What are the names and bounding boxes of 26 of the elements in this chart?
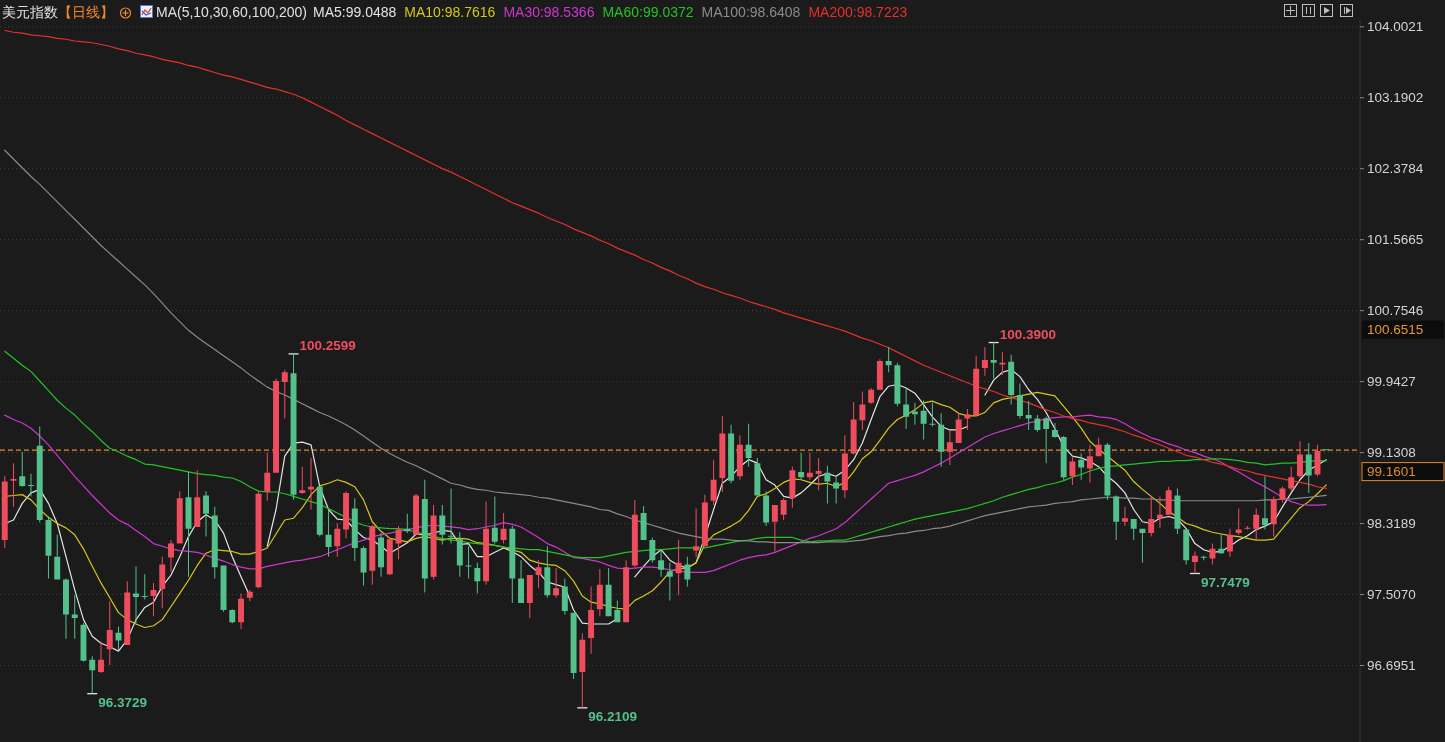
annotation: 96.3729 — [98, 695, 148, 711]
ref-line-label: 99.1601 — [1367, 464, 1416, 480]
y-tick-label: 104.0021 — [1367, 19, 1424, 35]
legend-item: MA10:98.7616 — [404, 4, 496, 20]
annotation: 100.2599 — [299, 338, 356, 354]
subtitle: 【日线】 — [58, 4, 114, 20]
y-tick-label: 99.1308 — [1367, 445, 1416, 461]
y-tick-label: 97.5070 — [1367, 587, 1416, 603]
legend-item: MA60:99.0372 — [602, 4, 694, 20]
legend-item: MA200:98.7223 — [808, 4, 908, 20]
annotation: 97.7479 — [1200, 575, 1250, 590]
ref-line-price-tag: 99.1601 — [1361, 462, 1445, 482]
y-tick-label: 101.5665 — [1367, 232, 1424, 248]
annotation: 100.3900 — [999, 327, 1056, 343]
y-tick-label: 103.1902 — [1367, 90, 1424, 106]
title: 美元指数 — [2, 4, 58, 20]
y-tick-label: 98.3189 — [1367, 516, 1416, 532]
legend-item: MA100:98.6408 — [701, 4, 801, 20]
annotation: 96.2109 — [588, 709, 638, 725]
legend-item: MA5:99.0488 — [313, 4, 397, 20]
y-tick-label: 99.9427 — [1367, 374, 1416, 390]
y-tick-label: 102.3784 — [1367, 161, 1424, 177]
y-tick-label: 100.7546 — [1367, 303, 1424, 319]
y-tick-label: 96.6951 — [1367, 658, 1416, 673]
legend-item: MA30:98.5366 — [503, 4, 595, 20]
legend-title: MA(5,10,30,60,100,200) — [156, 4, 307, 20]
